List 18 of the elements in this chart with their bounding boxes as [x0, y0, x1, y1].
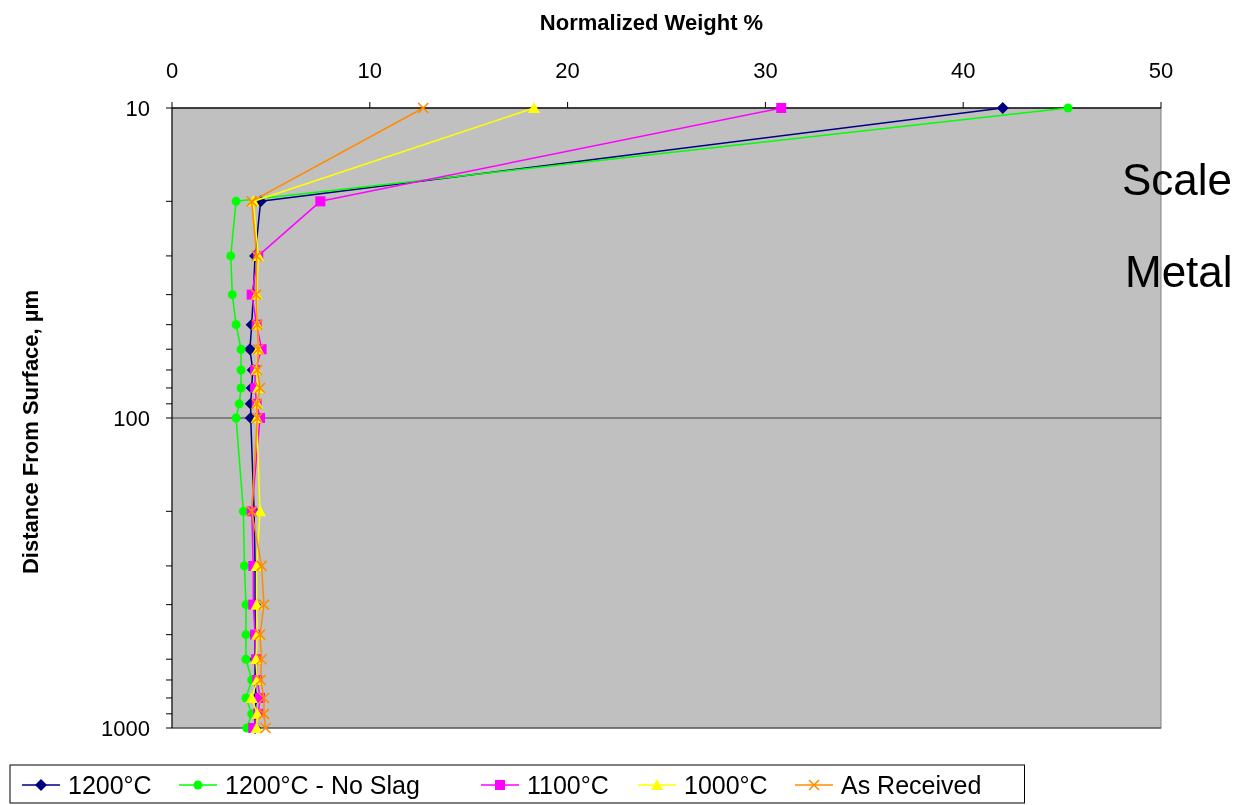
annotation: Metal [1125, 247, 1233, 297]
x-tick-label: 50 [1148, 58, 1174, 83]
y-tick-label: 1000 [101, 715, 150, 741]
y-axis-title: Distance From Surface, µm [18, 289, 43, 575]
legend-label: 1100°C [527, 770, 609, 799]
x-tick-label: 20 [555, 58, 580, 83]
legend-label: 1000°C [684, 770, 768, 799]
y-tick-label: 100 [113, 405, 150, 431]
annotation: Scale [1122, 155, 1233, 205]
legend-label: 1200°C - No Slag [225, 770, 420, 799]
legend-label: As Received [841, 770, 982, 799]
x-tick-label: 0 [165, 58, 179, 83]
y-tick-label: 10 [125, 95, 150, 121]
legend-label: 1200°C [68, 770, 152, 799]
x-axis-title: Normalized Weight % [539, 10, 764, 35]
x-tick-label: 40 [950, 58, 976, 83]
x-tick-label: 30 [753, 58, 778, 83]
x-tick-label: 10 [357, 58, 383, 83]
